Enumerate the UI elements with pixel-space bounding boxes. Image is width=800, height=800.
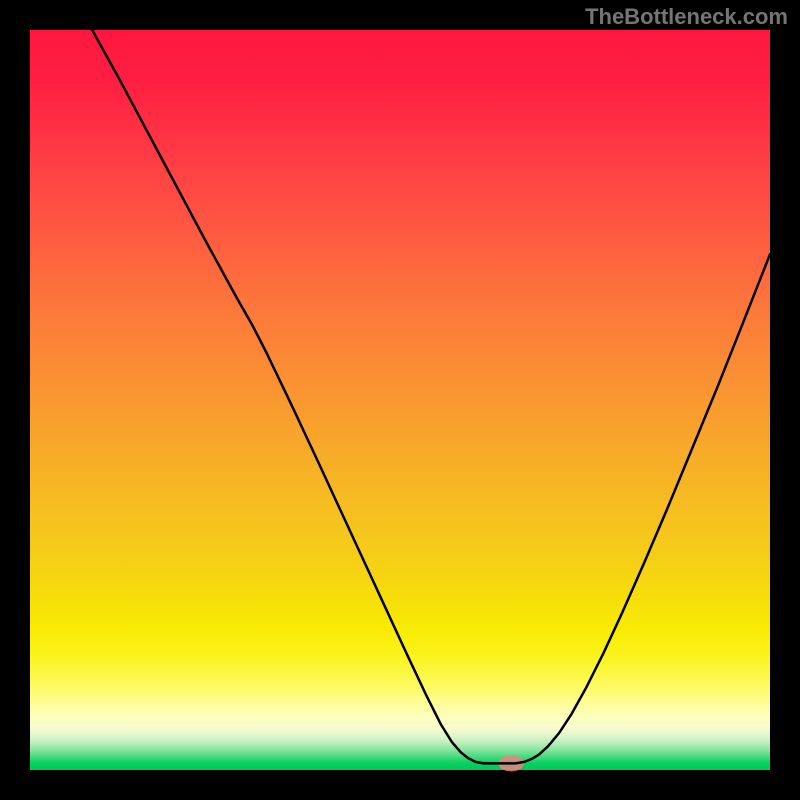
chart-container: TheBottleneck.com [0, 0, 800, 800]
watermark-text: TheBottleneck.com [585, 4, 788, 30]
plot-background [30, 30, 770, 770]
bottleneck-chart [0, 0, 800, 800]
